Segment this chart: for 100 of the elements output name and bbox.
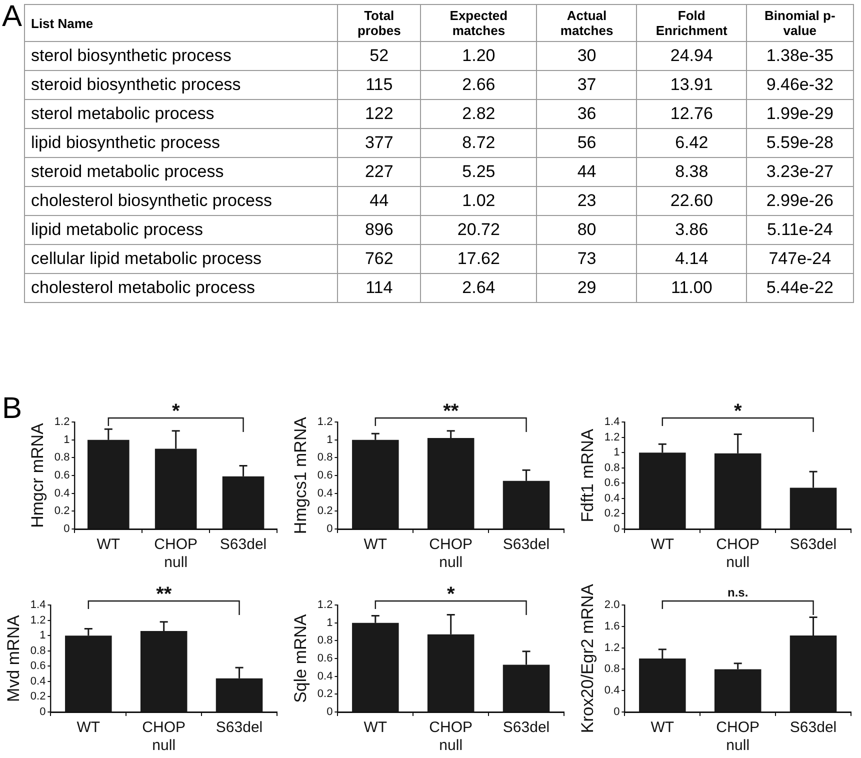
text: 30: [577, 46, 596, 65]
text: 73: [577, 249, 596, 268]
y-tick-label: 1.2: [317, 416, 333, 428]
y-tick-label: 0.2: [317, 688, 333, 700]
y-tick-label: 1: [40, 630, 46, 642]
text: 1.20: [462, 46, 496, 65]
text: 20.72: [457, 220, 500, 239]
y-tick-label: 0.4: [317, 670, 333, 682]
text: 8.72: [462, 133, 496, 152]
text: 80: [577, 220, 596, 239]
y-tick-label: 0.4: [54, 487, 70, 500]
text: 52: [370, 46, 389, 65]
y-tick-label: 2.0: [604, 599, 620, 612]
text: 114: [366, 278, 393, 297]
y-tick-label: 1: [614, 446, 620, 459]
text: 5.11e-24: [766, 220, 833, 239]
x-tick-label: WT: [364, 719, 388, 736]
x-tick-label: WT: [650, 719, 674, 736]
text: 377: [364, 133, 394, 152]
category-label: steroid metabolic process: [31, 162, 224, 181]
annotation: *: [446, 584, 455, 606]
y-tick-label: 0.8: [30, 644, 46, 657]
text: 1.02: [462, 191, 496, 210]
y-tick-label: 1.2: [604, 642, 620, 654]
y-tick-label: 1.4: [604, 416, 620, 428]
text: 12.76: [670, 104, 713, 123]
text: 37: [577, 75, 596, 94]
y-tick-label: 0.2: [54, 505, 70, 518]
y-axis-title: Mvd mRNA: [4, 614, 23, 702]
annotation: **: [443, 400, 459, 423]
y-tick-label: 1.6: [604, 620, 620, 632]
text: 29: [577, 278, 596, 297]
y-tick-label: 1: [326, 616, 333, 629]
text: 11.00: [671, 278, 712, 297]
text: 23: [577, 191, 596, 210]
text: 5.44e-22: [766, 278, 834, 297]
text: 1.38e-35: [766, 46, 834, 65]
text: 17.62: [457, 249, 500, 268]
y-tick-label: 0: [614, 523, 620, 536]
y-tick-label: 0.8: [604, 462, 620, 474]
y-tick-label: 0.2: [317, 505, 333, 518]
y-tick-label: 0.8: [604, 663, 620, 676]
annotation: **: [156, 584, 172, 606]
category-label: cellular lipid metabolic process: [31, 249, 262, 268]
text: 9.46e-32: [766, 75, 834, 94]
category-label: Total probes: [338, 4, 421, 42]
x-tick-label: CHOP null: [154, 536, 198, 572]
y-tick-label: 0: [64, 523, 70, 536]
y-tick-label: 1.2: [317, 599, 333, 612]
x-tick-label: WT: [364, 536, 388, 554]
category-label: lipid biosynthetic process: [31, 133, 220, 152]
y-tick-label: 0: [326, 523, 333, 536]
x-tick-label: CHOP null: [429, 719, 473, 754]
y-tick-label: 1.2: [30, 614, 46, 626]
y-tick-label: 0.6: [317, 652, 333, 665]
text: 44: [370, 191, 389, 210]
category-label: cholesterol metabolic process: [31, 278, 255, 297]
x-tick-label: WT: [76, 719, 100, 736]
text: 2.66: [462, 75, 496, 94]
category-label: cholesterol biosynthetic process: [31, 191, 272, 210]
y-tick-label: 0.4: [317, 487, 333, 500]
text: 13.91: [670, 75, 713, 94]
text: 2.99e-26: [766, 191, 834, 210]
y-tick-label: 0.8: [317, 452, 333, 464]
text: 122: [364, 104, 394, 123]
text: 227: [364, 162, 394, 181]
y-tick-label: 0.8: [54, 452, 70, 464]
y-tick-label: 1.2: [54, 416, 70, 428]
category-label: sterol biosynthetic process: [31, 46, 232, 65]
y-tick-label: 0.4: [604, 684, 620, 697]
x-tick-label: CHOP null: [716, 719, 760, 754]
text: A: [2, 0, 22, 34]
text: 56: [577, 133, 596, 152]
annotation: *: [734, 400, 742, 423]
y-tick-label: 1: [64, 434, 70, 446]
text: 24.94: [670, 46, 713, 65]
text: 44: [577, 162, 596, 181]
y-tick-label: 0.4: [604, 492, 620, 504]
y-axis-title: Hmgcs1 mRNA: [290, 416, 310, 534]
y-tick-label: 0: [40, 706, 46, 718]
category-label: Actual matches: [536, 4, 637, 42]
category-label: lipid metabolic process: [31, 220, 203, 239]
text: 2.82: [462, 104, 496, 123]
y-tick-label: 0.6: [604, 477, 620, 490]
y-tick-label: 0.2: [604, 508, 620, 520]
y-tick-label: 0: [326, 706, 333, 718]
y-tick-label: 1: [326, 434, 333, 446]
x-tick-label: WT: [96, 536, 120, 554]
y-tick-label: 0.4: [30, 675, 46, 688]
x-tick-label: S63del: [216, 719, 263, 736]
text: 1.99e-29: [766, 104, 834, 123]
text: 6.42: [675, 133, 708, 152]
text: 2.64: [462, 278, 496, 297]
text: 762: [364, 249, 394, 268]
text: 8.38: [675, 162, 708, 181]
text: 3.86: [675, 220, 708, 239]
annotation: *: [172, 400, 180, 423]
y-tick-label: 0.6: [30, 660, 46, 672]
y-axis-title: Fdft1 mRNA: [578, 428, 597, 522]
x-tick-label: WT: [650, 536, 674, 554]
